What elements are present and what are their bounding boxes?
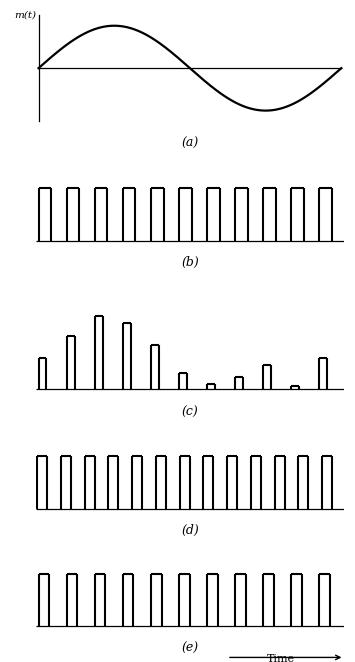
- Text: (a): (a): [181, 137, 198, 150]
- Text: Time: Time: [267, 654, 295, 662]
- Text: (c): (c): [181, 406, 198, 419]
- Text: (e): (e): [181, 642, 198, 655]
- Text: (b): (b): [181, 256, 199, 269]
- Text: m(t): m(t): [14, 10, 36, 19]
- Text: (d): (d): [181, 524, 199, 538]
